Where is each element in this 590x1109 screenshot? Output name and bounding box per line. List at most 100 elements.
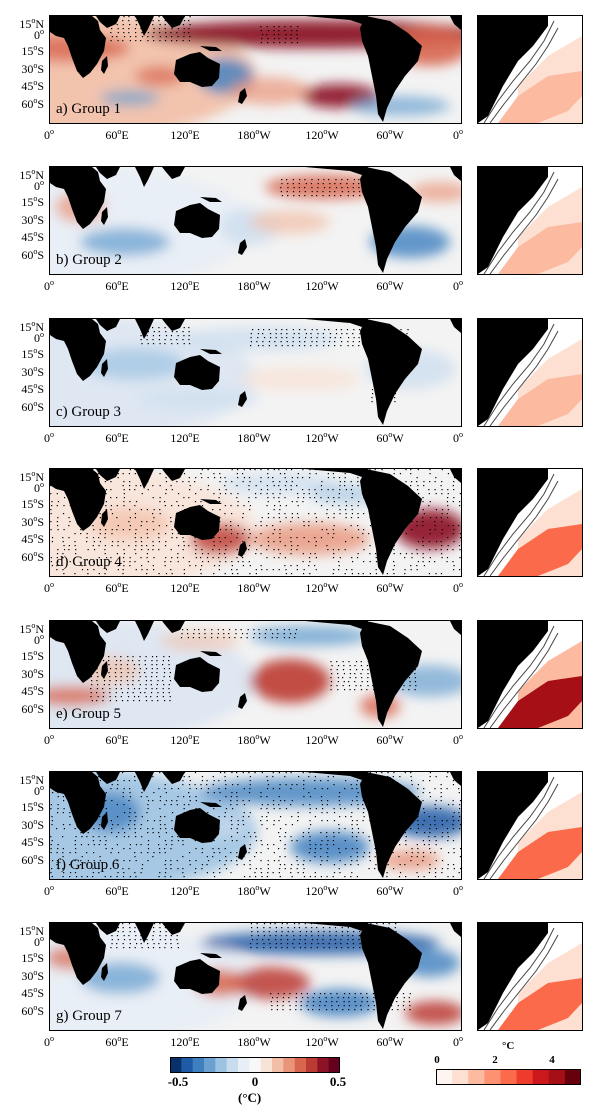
significance-dot: [326, 501, 328, 503]
significance-dot: [75, 868, 78, 870]
significance-dot: [293, 927, 296, 929]
significance-dot: [62, 569, 64, 571]
significance-dot: [236, 792, 238, 794]
significance-dot: [169, 680, 172, 682]
significance-dot: [56, 860, 58, 862]
significance-dot: [230, 828, 232, 830]
significance-dot: [109, 668, 112, 670]
significance-dot: [122, 868, 124, 870]
significance-dot: [105, 808, 107, 810]
significance-dot: [255, 485, 257, 487]
significance-dot: [291, 481, 293, 483]
significance-dot: [290, 565, 292, 567]
anomaly-region: [300, 989, 380, 1017]
significance-dot: [117, 28, 119, 30]
significance-dot: [453, 529, 455, 531]
significance-dot: [339, 557, 341, 559]
significance-dot: [328, 179, 330, 181]
significance-dot: [423, 808, 425, 810]
significance-dot: [272, 800, 275, 802]
significance-dot: [279, 856, 281, 858]
significance-dot: [287, 195, 289, 197]
significance-dot: [237, 501, 239, 503]
significance-dot: [334, 927, 337, 929]
significance-dot: [240, 637, 242, 639]
significance-dot: [303, 860, 305, 862]
significance-dot: [358, 935, 360, 937]
significance-dot: [138, 660, 140, 662]
significance-dot: [249, 509, 251, 511]
significance-dot: [284, 485, 287, 487]
significance-dot: [69, 521, 71, 523]
significance-dot: [339, 481, 341, 483]
significance-dot: [356, 852, 358, 854]
significance-dot: [368, 856, 371, 858]
significance-dot: [381, 469, 383, 471]
colorbar-swatch: [328, 1057, 341, 1073]
significance-dot: [453, 852, 455, 854]
significance-dot: [407, 329, 409, 331]
significance-dot: [321, 529, 323, 531]
significance-dot: [333, 525, 335, 527]
significance-dot: [115, 676, 117, 678]
significance-dot: [225, 796, 227, 798]
significance-dot: [308, 489, 310, 491]
significance-dot: [423, 856, 425, 858]
significance-dot: [292, 329, 294, 331]
significance-dot: [394, 397, 396, 399]
significance-dot: [134, 856, 136, 858]
significance-dot: [123, 836, 126, 838]
significance-dot: [152, 939, 154, 941]
significance-dot: [295, 629, 298, 631]
significance-dot: [236, 796, 238, 798]
significance-dot: [314, 872, 316, 874]
significance-dot: [93, 828, 95, 830]
newzealand-landmass: [238, 239, 247, 255]
significance-dot: [405, 469, 407, 471]
anomaly-region: [250, 659, 330, 703]
significance-dot: [284, 497, 286, 499]
significance-dot: [87, 573, 89, 575]
significance-dot: [393, 573, 395, 575]
latitude-label: 60oS: [21, 1003, 44, 1018]
inset-warming-region: [498, 374, 582, 426]
significance-dot: [279, 505, 281, 507]
significance-dot: [129, 828, 131, 830]
significance-dot: [99, 824, 101, 826]
significance-dot: [121, 700, 124, 702]
significance-dot: [417, 788, 419, 790]
significance-dot: [416, 525, 418, 527]
significance-dot: [249, 844, 251, 846]
longitude-label: 0o: [44, 732, 54, 747]
significance-dot: [329, 333, 332, 335]
significance-dot: [410, 481, 413, 483]
significance-dot: [237, 477, 239, 479]
significance-dot: [153, 557, 155, 559]
significance-dot: [452, 820, 455, 822]
significance-dot: [195, 477, 197, 479]
significance-dot: [339, 804, 341, 806]
significance-dot: [98, 836, 100, 838]
significance-dot: [339, 852, 341, 854]
significance-dot: [96, 692, 98, 694]
significance-dot: [171, 812, 174, 814]
significance-dot: [242, 513, 244, 515]
significance-dot: [257, 931, 259, 933]
significance-dot: [274, 341, 276, 343]
significance-dot: [188, 327, 190, 329]
significance-dot: [267, 501, 269, 503]
significance-dot: [310, 345, 312, 347]
significance-dot: [139, 684, 141, 686]
significance-dot: [225, 481, 227, 483]
significance-dot: [447, 505, 449, 507]
significance-dot: [308, 541, 310, 543]
significance-dot: [375, 561, 378, 563]
significance-dot: [276, 629, 278, 631]
significance-dot: [286, 935, 288, 937]
significance-dot: [147, 947, 149, 949]
significance-dot: [249, 505, 251, 507]
significance-dot: [326, 545, 328, 547]
significance-dot: [236, 485, 238, 487]
significance-dot: [309, 772, 311, 774]
significance-dot: [342, 661, 344, 663]
